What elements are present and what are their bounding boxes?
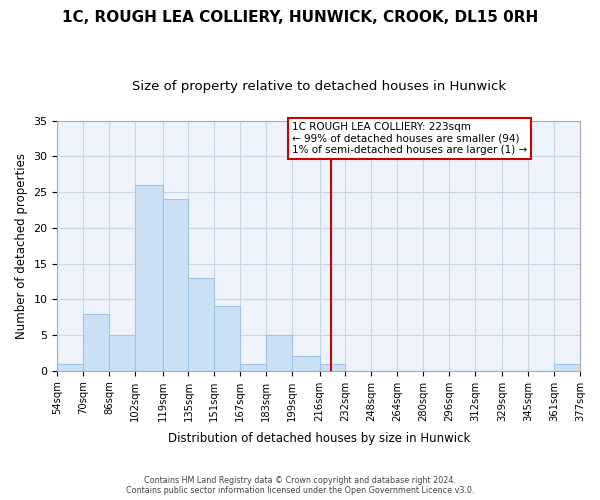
Bar	[109, 335, 135, 371]
Text: Contains HM Land Registry data © Crown copyright and database right 2024.
Contai: Contains HM Land Registry data © Crown c…	[126, 476, 474, 495]
Text: 1C, ROUGH LEA COLLIERY, HUNWICK, CROOK, DL15 0RH: 1C, ROUGH LEA COLLIERY, HUNWICK, CROOK, …	[62, 10, 538, 25]
Bar	[214, 306, 240, 371]
Bar	[554, 364, 580, 371]
Text: 1C ROUGH LEA COLLIERY: 223sqm
← 99% of detached houses are smaller (94)
1% of se: 1C ROUGH LEA COLLIERY: 223sqm ← 99% of d…	[292, 122, 527, 155]
X-axis label: Distribution of detached houses by size in Hunwick: Distribution of detached houses by size …	[167, 432, 470, 445]
Bar	[58, 364, 83, 371]
Bar	[163, 199, 188, 371]
Bar	[135, 185, 163, 371]
Y-axis label: Number of detached properties: Number of detached properties	[15, 152, 28, 338]
Bar	[320, 364, 346, 371]
Bar	[266, 335, 292, 371]
Title: Size of property relative to detached houses in Hunwick: Size of property relative to detached ho…	[131, 80, 506, 93]
Bar	[240, 364, 266, 371]
Bar	[292, 356, 320, 371]
Bar	[188, 278, 214, 371]
Bar	[83, 314, 109, 371]
